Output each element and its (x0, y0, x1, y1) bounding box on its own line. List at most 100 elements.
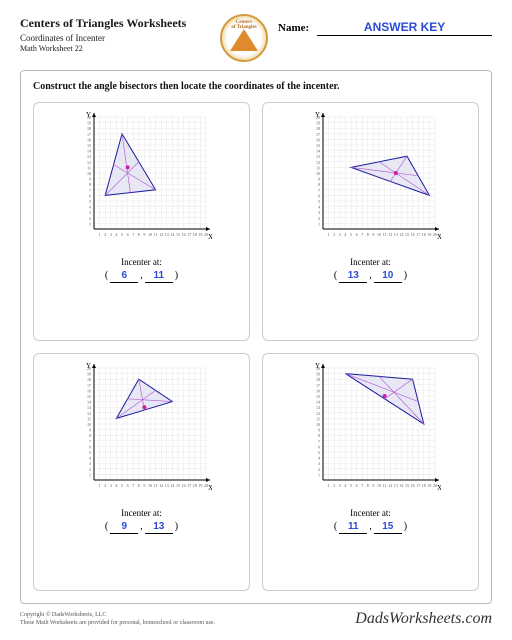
svg-text:5: 5 (318, 450, 320, 455)
answer-line: ( 6 , 11 ) (105, 270, 178, 283)
svg-text:19: 19 (316, 121, 320, 126)
header: Centers of Triangles Worksheets Coordina… (20, 16, 492, 62)
svg-text:11: 11 (316, 416, 320, 421)
svg-text:17: 17 (316, 132, 320, 137)
svg-text:4: 4 (115, 232, 117, 237)
svg-text:6: 6 (355, 483, 357, 488)
instruction: Construct the angle bisectors then locat… (33, 81, 479, 92)
svg-text:20: 20 (204, 232, 208, 237)
svg-text:20: 20 (316, 366, 320, 371)
svg-text:1: 1 (98, 232, 100, 237)
copyright-line2: These Math Worksheets are provided for p… (20, 620, 215, 628)
worksheet-number: Math Worksheet 22 (20, 44, 210, 53)
svg-text:6: 6 (89, 193, 91, 198)
svg-text:2: 2 (318, 216, 320, 221)
svg-text:8: 8 (318, 433, 320, 438)
svg-text:16: 16 (410, 232, 414, 237)
svg-text:15: 15 (316, 143, 320, 148)
svg-text:8: 8 (318, 182, 320, 187)
svg-text:8: 8 (89, 182, 91, 187)
svg-text:5: 5 (121, 232, 123, 237)
answer-x: 9 (110, 521, 138, 534)
svg-text:8: 8 (137, 483, 139, 488)
svg-text:9: 9 (372, 232, 374, 237)
svg-text:18: 18 (421, 232, 425, 237)
svg-text:10: 10 (87, 422, 91, 427)
answer-line: ( 11 , 15 ) (334, 521, 407, 534)
svg-text:19: 19 (87, 121, 91, 126)
svg-text:4: 4 (344, 483, 346, 488)
svg-text:14: 14 (399, 483, 403, 488)
svg-text:17: 17 (87, 382, 91, 387)
name-label: Name: (278, 22, 309, 34)
svg-text:17: 17 (187, 232, 191, 237)
svg-text:X: X (437, 484, 441, 492)
header-left: Centers of Triangles Worksheets Coordina… (20, 16, 210, 53)
svg-text:18: 18 (421, 483, 425, 488)
svg-text:7: 7 (89, 438, 91, 443)
svg-text:16: 16 (181, 232, 185, 237)
svg-text:2: 2 (104, 483, 106, 488)
svg-text:10: 10 (87, 171, 91, 176)
site-name: DadsWorksheets.com (355, 610, 492, 628)
svg-text:5: 5 (350, 483, 352, 488)
name-area: Name: ANSWER KEY (278, 16, 492, 36)
copyright: Copyright © DadsWorksheets, LLC These Ma… (20, 612, 215, 628)
svg-text:17: 17 (187, 483, 191, 488)
svg-text:4: 4 (89, 205, 91, 210)
svg-text:4: 4 (344, 232, 346, 237)
svg-text:16: 16 (87, 137, 91, 142)
svg-text:8: 8 (137, 232, 139, 237)
svg-text:8: 8 (366, 232, 368, 237)
svg-text:1: 1 (89, 472, 91, 477)
svg-text:15: 15 (316, 394, 320, 399)
svg-text:16: 16 (316, 137, 320, 142)
svg-text:5: 5 (121, 483, 123, 488)
svg-text:3: 3 (89, 461, 91, 466)
body-frame: Construct the angle bisectors then locat… (20, 70, 492, 604)
svg-text:9: 9 (143, 232, 145, 237)
svg-text:3: 3 (318, 461, 320, 466)
svg-text:1: 1 (327, 483, 329, 488)
svg-text:20: 20 (316, 115, 320, 120)
svg-text:15: 15 (87, 143, 91, 148)
svg-text:2: 2 (333, 483, 335, 488)
svg-text:3: 3 (109, 483, 111, 488)
svg-text:7: 7 (132, 483, 134, 488)
svg-text:18: 18 (192, 232, 196, 237)
svg-text:X: X (208, 484, 212, 492)
svg-text:3: 3 (338, 483, 340, 488)
svg-text:16: 16 (316, 388, 320, 393)
svg-text:10: 10 (377, 483, 381, 488)
svg-text:14: 14 (316, 149, 320, 154)
svg-text:14: 14 (87, 149, 91, 154)
svg-text:6: 6 (126, 483, 128, 488)
svg-text:5: 5 (89, 199, 91, 204)
svg-text:18: 18 (316, 377, 320, 382)
answer-label: Incenter at: (350, 508, 391, 518)
svg-text:6: 6 (126, 232, 128, 237)
svg-text:2: 2 (104, 232, 106, 237)
svg-text:12: 12 (316, 410, 320, 415)
svg-text:20: 20 (433, 232, 437, 237)
svg-text:10: 10 (148, 483, 152, 488)
svg-text:15: 15 (87, 394, 91, 399)
svg-text:10: 10 (148, 232, 152, 237)
problem-cell: XY12345678910111213141516171819201234567… (33, 353, 250, 592)
svg-text:14: 14 (170, 483, 174, 488)
page-title: Centers of Triangles Worksheets (20, 16, 210, 31)
svg-text:9: 9 (89, 177, 91, 182)
svg-text:13: 13 (164, 232, 168, 237)
svg-text:X: X (437, 233, 441, 241)
svg-text:5: 5 (350, 232, 352, 237)
svg-text:12: 12 (159, 483, 163, 488)
page-subtitle: Coordinates of Incenter (20, 33, 210, 43)
svg-text:15: 15 (176, 232, 180, 237)
svg-text:15: 15 (405, 483, 409, 488)
svg-text:16: 16 (410, 483, 414, 488)
svg-text:1: 1 (98, 483, 100, 488)
svg-text:14: 14 (399, 232, 403, 237)
svg-text:12: 12 (316, 160, 320, 165)
svg-text:2: 2 (89, 466, 91, 471)
svg-text:4: 4 (318, 205, 320, 210)
